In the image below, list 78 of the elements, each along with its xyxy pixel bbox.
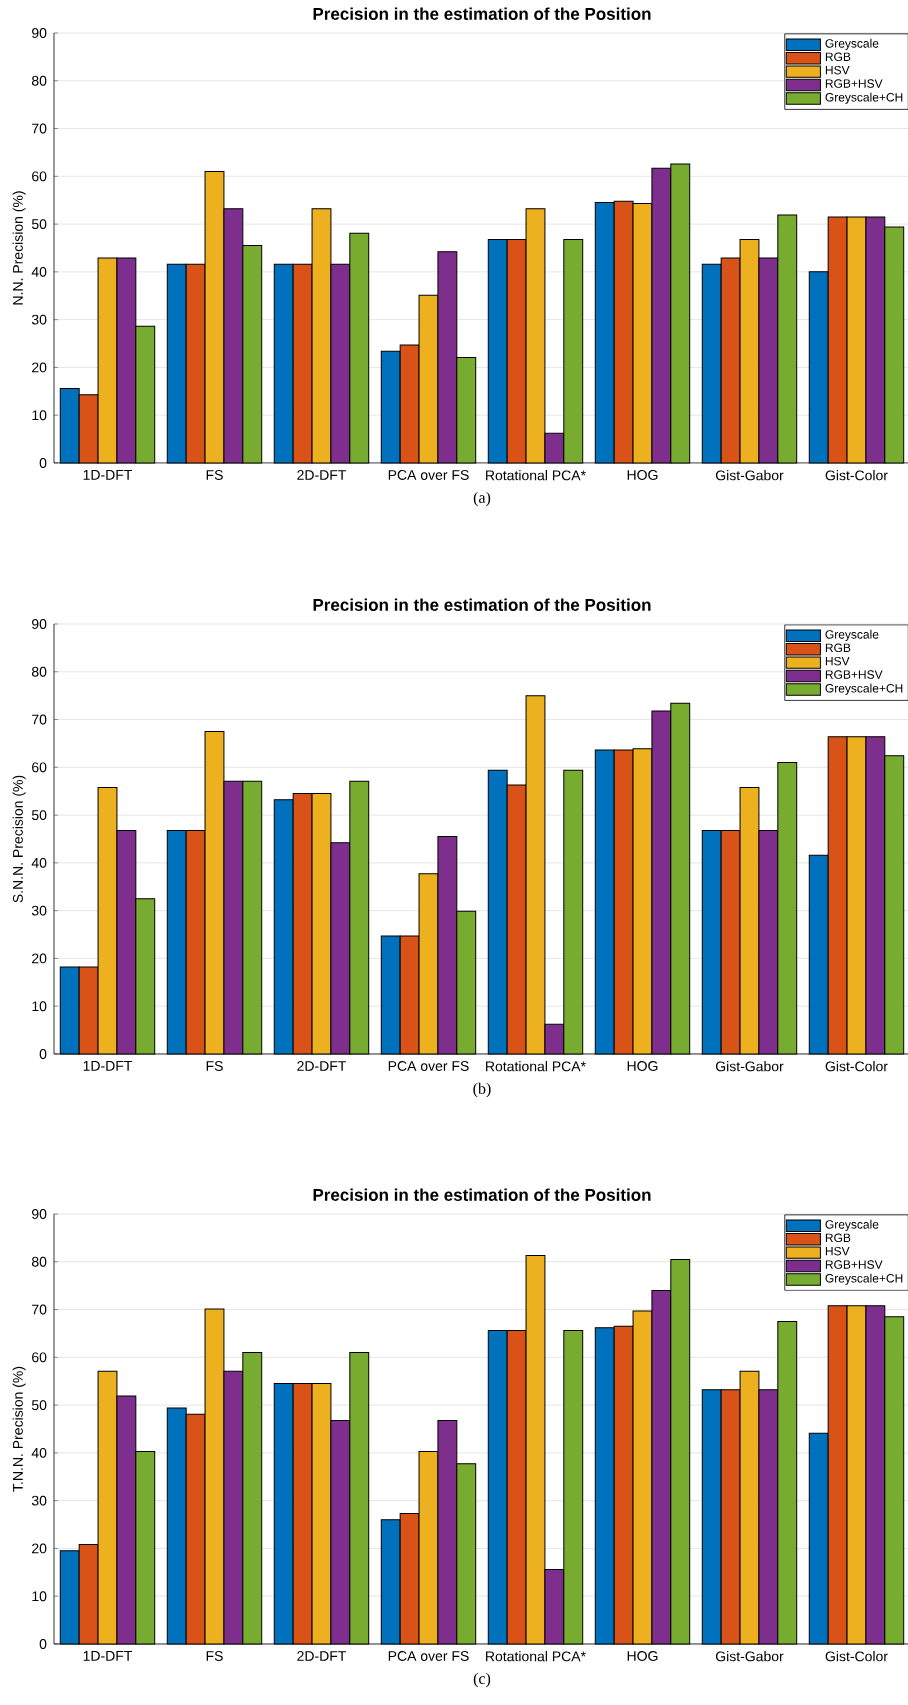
y-tick-label: 50 xyxy=(31,219,47,230)
x-tick-label: Gist-Color xyxy=(825,1651,888,1662)
legend-label: Greyscale+CH xyxy=(825,1273,903,1285)
y-tick-label: 90 xyxy=(32,1209,47,1219)
x-tick-label: HOG xyxy=(627,470,658,480)
y-tick-label: 70 xyxy=(32,714,47,725)
y-axis-title: S.N.N. Precision (%) xyxy=(12,775,26,903)
x-tick-label: FS xyxy=(206,1061,223,1071)
y-tick-label: 30 xyxy=(31,314,47,325)
x-tick-label: Gist-Gabor xyxy=(715,1651,784,1662)
x-tick-label: FS xyxy=(206,470,223,480)
x-tick-label: Gist-Color xyxy=(825,1061,888,1072)
y-tick-label: 60 xyxy=(32,1352,47,1363)
y-tick-label: 70 xyxy=(32,1304,47,1315)
legend-label: Greyscale+CH xyxy=(825,683,903,695)
y-axis-title: T.N.N. Precision (%) xyxy=(12,1366,26,1492)
x-tick-label: PCA over FS xyxy=(388,1651,469,1661)
legend-label: Greyscale xyxy=(825,629,879,642)
chart-title: Precision in the estimation of the Position xyxy=(313,1188,651,1201)
y-tick-label: 50 xyxy=(31,1400,47,1411)
text: (c) xyxy=(473,1672,491,1688)
x-tick-label: Rotational PCA* xyxy=(486,1061,586,1072)
y-tick-label: 90 xyxy=(32,28,47,38)
y-tick-label: 0 xyxy=(39,1639,47,1649)
y-tick-label: 60 xyxy=(32,171,47,182)
legend-label: RGB+HSV xyxy=(825,670,883,679)
legend-label: RGB+HSV xyxy=(825,79,883,88)
x-tick-label: 1D-DFT xyxy=(83,1061,133,1071)
y-tick-label: 60 xyxy=(32,762,47,773)
y-tick-label: 80 xyxy=(31,666,47,677)
y-tick-label: 10 xyxy=(32,1591,47,1602)
x-tick-label: PCA over FS xyxy=(388,1061,469,1071)
legend-label: RGB xyxy=(825,643,851,653)
y-tick-label: 80 xyxy=(31,1256,47,1267)
y-tick-label: 30 xyxy=(31,1495,47,1506)
y-axis-title: N.N. Precision (%) xyxy=(12,191,26,305)
legend-label: Greyscale xyxy=(825,1219,879,1232)
x-tick-label: Gist-Gabor xyxy=(715,1061,784,1072)
x-tick-label: 1D-DFT xyxy=(83,1651,133,1661)
y-tick-label: 10 xyxy=(32,410,47,421)
x-tick-label: 2D-DFT xyxy=(297,1061,347,1071)
x-tick-label: Rotational PCA* xyxy=(486,470,586,481)
y-tick-label: 80 xyxy=(31,75,47,86)
text: (b) xyxy=(473,1082,491,1098)
legend-label: RGB xyxy=(825,1233,851,1243)
y-tick-label: 20 xyxy=(32,1543,47,1554)
x-tick-label: FS xyxy=(206,1651,223,1661)
x-tick-label: 2D-DFT xyxy=(297,470,347,480)
chart-title: Precision in the estimation of the Position xyxy=(313,598,651,611)
y-tick-label: 20 xyxy=(32,362,47,373)
x-tick-label: Rotational PCA* xyxy=(486,1651,586,1662)
x-tick-label: PCA over FS xyxy=(388,470,469,480)
legend-label: Greyscale xyxy=(825,38,879,51)
x-tick-label: HOG xyxy=(627,1651,658,1661)
text: (a) xyxy=(473,491,491,507)
legend-label: RGB+HSV xyxy=(825,1260,883,1269)
y-tick-label: 0 xyxy=(39,1049,47,1059)
y-tick-label: 20 xyxy=(32,953,47,964)
y-tick-label: 50 xyxy=(31,810,47,821)
chart-title: Precision in the estimation of the Position xyxy=(313,7,651,20)
legend-label: RGB xyxy=(825,52,851,62)
legend-label: HSV xyxy=(825,1246,850,1256)
x-tick-label: HOG xyxy=(627,1061,658,1071)
y-tick-label: 70 xyxy=(32,123,47,134)
y-tick-label: 30 xyxy=(31,905,47,916)
x-tick-label: Gist-Gabor xyxy=(715,470,784,481)
x-tick-label: 1D-DFT xyxy=(83,470,133,480)
legend-label: HSV xyxy=(825,65,850,75)
y-tick-label: 90 xyxy=(32,619,47,629)
x-tick-label: 2D-DFT xyxy=(297,1651,347,1661)
y-tick-label: 40 xyxy=(31,266,47,277)
legend-label: Greyscale+CH xyxy=(825,92,903,104)
y-tick-label: 0 xyxy=(39,458,47,468)
y-tick-label: 40 xyxy=(31,857,47,868)
x-tick-label: Gist-Color xyxy=(825,470,888,481)
y-tick-label: 10 xyxy=(32,1001,47,1012)
legend-label: HSV xyxy=(825,656,850,666)
y-tick-label: 40 xyxy=(31,1447,47,1458)
